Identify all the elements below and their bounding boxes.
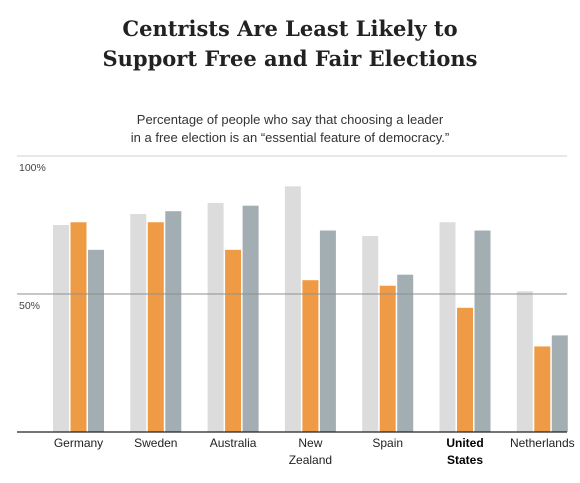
bar-2-6 [534, 346, 551, 432]
bar-2-0 [70, 222, 87, 432]
bar-3-3 [319, 230, 336, 432]
bar-1-3 [284, 186, 301, 432]
bar-3-2 [242, 205, 259, 432]
chart-title: Centrists Are Least Likely to Support Fr… [0, 14, 580, 74]
category-label-0-0: Germany [54, 436, 103, 450]
category-label-3-1: Zealand [289, 453, 332, 467]
bar-2-2 [225, 249, 242, 432]
category-label-3-0: New [298, 436, 322, 450]
title-line-2: Support Free and Fair Elections [102, 46, 478, 71]
y-tick-label-0: 100% [19, 162, 46, 174]
bar-2-4 [379, 285, 396, 432]
y-tick-label-1: 50% [19, 300, 40, 312]
bar-2-1 [147, 222, 164, 432]
category-label-6-0: Netherlands [510, 436, 575, 450]
category-label-4-0: Spain [372, 436, 403, 450]
bar-1-0 [53, 225, 69, 432]
bar-2-3 [302, 280, 319, 432]
bar-1-4 [362, 236, 379, 432]
bar-3-1 [165, 211, 182, 432]
category-label-2-0: Australia [210, 436, 257, 450]
bar-3-0 [88, 249, 104, 432]
bar-2-5 [457, 307, 473, 432]
subtitle-line-2: in a free election is an “essential feat… [130, 130, 450, 145]
bar-1-1 [130, 213, 147, 432]
bar-3-4 [397, 274, 414, 432]
bar-3-5 [474, 230, 491, 432]
category-label-5-0: United [446, 436, 483, 450]
bar-1-2 [207, 202, 224, 432]
subtitle-line-1: Percentage of people who say that choosi… [136, 112, 444, 127]
category-label-5-1: States [447, 453, 483, 467]
category-label-1-0: Sweden [134, 436, 177, 450]
bar-3-6 [551, 335, 568, 432]
bar-1-6 [516, 291, 533, 432]
bar-1-5 [439, 222, 456, 432]
title-line-1: Centrists Are Least Likely to [122, 16, 458, 41]
chart-subtitle: Percentage of people who say that choosi… [0, 111, 580, 147]
